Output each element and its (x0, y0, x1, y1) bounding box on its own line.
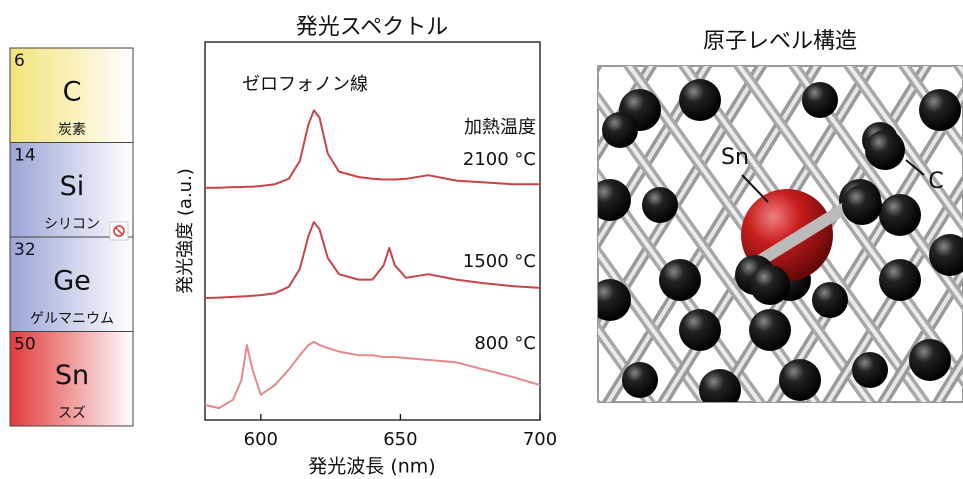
carbon-atom (865, 130, 905, 170)
bond (295, 60, 595, 479)
atom-label: C (928, 169, 943, 194)
carbon-atom (679, 79, 721, 121)
carbon-atom (812, 282, 848, 318)
series-label: 2100 °C (463, 149, 536, 170)
carbon-atom (750, 265, 790, 305)
carbon-atom (842, 185, 882, 225)
carbon-atom (659, 259, 701, 301)
carbon-atom (909, 339, 951, 381)
series-label: 1500 °C (463, 251, 536, 272)
figure: 6 C 炭素 14 Si シリコン 32 Ge ゲルマニウム 50 Sn スズ 発光スペクトル ゼロフ… (0, 0, 963, 479)
carbon-atom (779, 359, 821, 401)
element-symbol: Sn (55, 360, 89, 391)
element-name: 炭素 (58, 122, 86, 138)
y-axis-label: 発光強度 (a.u.) (175, 168, 196, 294)
carbon-atom (749, 309, 791, 351)
element-symbol: Si (60, 171, 85, 202)
x-tick-label: 700 (523, 429, 557, 450)
carbon-atom (589, 279, 631, 321)
carbon-atom (919, 89, 961, 131)
element-name: スズ (58, 406, 86, 422)
carbon-atom (602, 112, 638, 148)
annotation: ゼロフォノン線 (242, 74, 368, 95)
chart-title: 発光スペクトル (296, 15, 448, 40)
element-symbol: C (63, 77, 82, 108)
element-name: ゲルマニウム (30, 311, 114, 327)
atom-label: Sn (721, 145, 749, 170)
annotation: 加熱温度 (464, 117, 536, 138)
x-tick-label: 600 (244, 429, 278, 450)
carbon-atom (589, 179, 631, 221)
atomic-number: 50 (14, 335, 36, 355)
atomic-number: 32 (14, 240, 36, 260)
plot-frame (205, 42, 540, 420)
x-tick-label: 650 (383, 429, 417, 450)
periodic-table: 6 C 炭素 14 Si シリコン 32 Ge ゲルマニウム 50 Sn スズ (10, 48, 133, 426)
carbon-atom (679, 309, 721, 351)
chart: 発光スペクトル ゼロフォノン線 加熱温度 発光波長 (nm) 発光強度 (a.u… (175, 15, 557, 478)
bond (230, 60, 490, 479)
carbon-atom (802, 82, 838, 118)
carbon-atom (879, 194, 921, 236)
element-name: シリコン (44, 217, 100, 233)
carbon-atom (642, 187, 678, 223)
atomic-number: 6 (14, 51, 25, 71)
x-axis-label: 発光波長 (nm) (308, 456, 435, 478)
atomic-number: 14 (14, 146, 36, 166)
carbon-atom (699, 369, 741, 411)
carbon-atom (622, 362, 658, 398)
structure: 原子レベル構造 Sn C (130, 29, 963, 479)
series-label: 800 °C (474, 333, 536, 354)
carbon-atom (879, 259, 921, 301)
carbon-atom (852, 352, 888, 388)
structure-title: 原子レベル構造 (703, 29, 857, 54)
bond (295, 60, 595, 479)
element-symbol: Ge (53, 266, 91, 297)
bond (230, 60, 490, 479)
